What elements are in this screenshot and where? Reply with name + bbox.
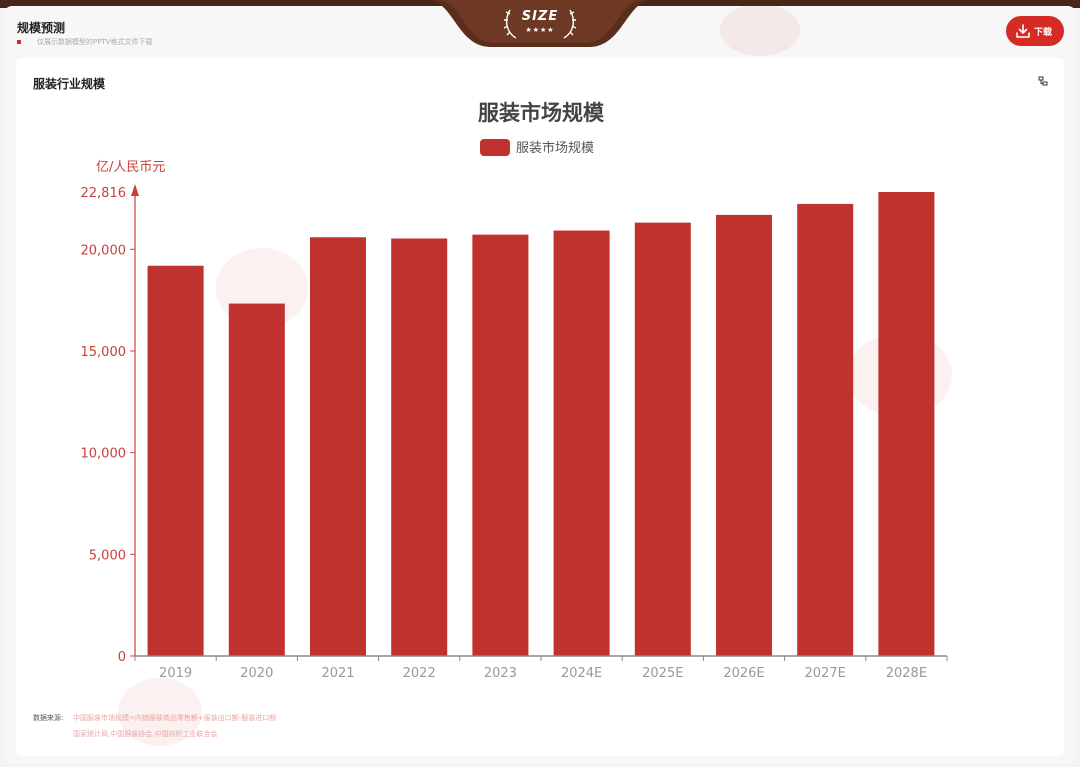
legend-label[interactable]: 服装市场规模 bbox=[516, 140, 594, 156]
watermark-mark bbox=[720, 4, 800, 56]
download-button[interactable]: 下载 bbox=[1006, 16, 1064, 46]
source-line-1: 中国服装市场规模=内销服装商品零售额+服装出口额-服装进口额 bbox=[73, 714, 277, 722]
x-tick-label: 2019 bbox=[159, 666, 192, 681]
download-label: 下载 bbox=[1034, 27, 1053, 37]
x-tick-label: 2027E bbox=[805, 666, 846, 681]
source-line-2: 国家统计局,中国服装协会,中国纺织工业联合会 bbox=[73, 730, 218, 738]
y-tick-label: 5,000 bbox=[89, 548, 126, 563]
laurel-right-icon bbox=[563, 9, 577, 39]
bar-2021[interactable] bbox=[309, 237, 367, 656]
bar-2028E[interactable] bbox=[878, 192, 935, 656]
laurel-left-icon bbox=[503, 9, 517, 39]
x-tick-label: 2026E bbox=[723, 666, 764, 681]
bar-2024E[interactable] bbox=[553, 230, 610, 656]
chart-title: 服装市场规模 bbox=[478, 101, 605, 125]
bar-2022[interactable] bbox=[391, 238, 448, 656]
x-tick-label: 2022 bbox=[403, 666, 436, 681]
bar-2020[interactable] bbox=[228, 303, 285, 656]
x-tick-label: 2021 bbox=[321, 666, 354, 681]
page-title: 规模预测 bbox=[17, 21, 66, 35]
y-tick-label: 15,000 bbox=[81, 345, 127, 360]
source-label: 数据来源: bbox=[33, 714, 64, 722]
download-icon bbox=[1016, 24, 1030, 38]
bar-2027E[interactable] bbox=[797, 203, 854, 657]
y-axis-arrow bbox=[131, 184, 139, 196]
badge-stars: ★★★★ bbox=[525, 26, 555, 34]
bar-2025E[interactable] bbox=[634, 222, 691, 656]
toggle-view-icon[interactable] bbox=[1038, 76, 1048, 86]
y-axis-label: 亿/人民币元 bbox=[96, 160, 165, 175]
badge-text: SIZE bbox=[521, 9, 559, 24]
y-tick-label: 20,000 bbox=[81, 243, 127, 258]
size-badge bbox=[430, 0, 650, 47]
x-tick-label: 2024E bbox=[561, 666, 602, 681]
x-tick-label: 2023 bbox=[484, 666, 517, 681]
watermark-mark bbox=[118, 678, 202, 746]
header-dot bbox=[17, 40, 21, 44]
bar-2026E[interactable] bbox=[715, 214, 773, 656]
x-tick-label: 2025E bbox=[642, 666, 683, 681]
bar-2023[interactable] bbox=[472, 234, 529, 656]
y-tick-label: 0 bbox=[118, 650, 126, 665]
y-tick-label: 10,000 bbox=[81, 447, 127, 462]
card-title: 服装行业规模 bbox=[33, 77, 106, 91]
bar-2019[interactable] bbox=[147, 265, 204, 656]
x-tick-label: 2020 bbox=[240, 666, 273, 681]
legend-swatch[interactable] bbox=[480, 139, 510, 156]
header-note: 仅展示数据模型的PPTV格式文件下载 bbox=[37, 38, 153, 46]
y-max-label: 22,816 bbox=[81, 186, 127, 201]
x-tick-label: 2028E bbox=[886, 666, 927, 681]
